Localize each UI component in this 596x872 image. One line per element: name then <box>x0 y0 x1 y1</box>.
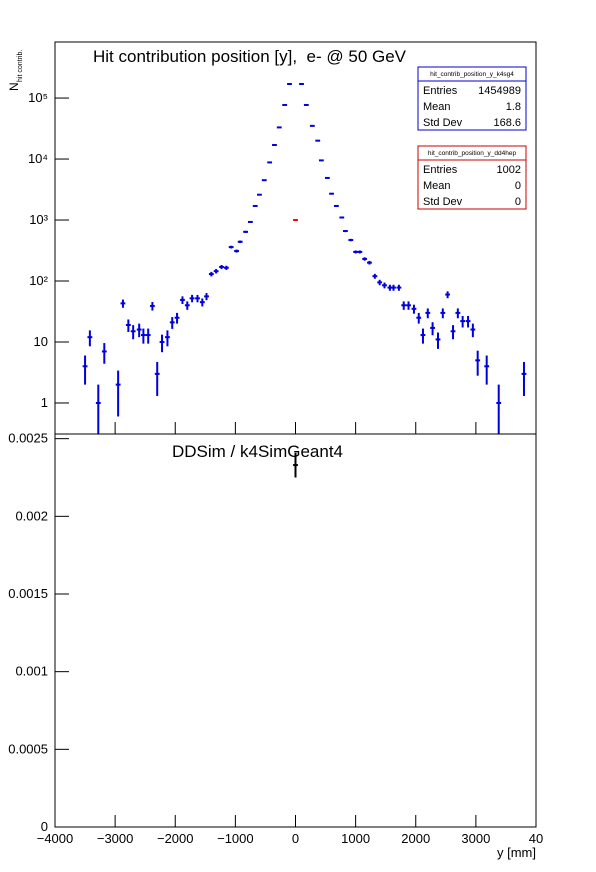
y-tick-label: 10 <box>34 334 48 349</box>
plot-area <box>82 82 527 434</box>
y-axis-label: N <box>7 82 21 91</box>
stats-label: Entries <box>423 85 458 97</box>
x-tick-label: 3000 <box>461 831 490 846</box>
stats-value: 1.8 <box>506 101 521 113</box>
plot-area <box>293 452 298 478</box>
y-tick-label: 0.002 <box>15 508 48 523</box>
stats-value: 1002 <box>497 164 521 176</box>
stats-label: Mean <box>423 101 451 113</box>
x-tick-label: −4000 <box>37 831 74 846</box>
y-tick-label: 10⁴ <box>28 151 48 166</box>
x-tick-label: −2000 <box>157 831 194 846</box>
x-tick-label: 1000 <box>341 831 370 846</box>
stats-value: 1454989 <box>478 85 521 97</box>
stats-label: Entries <box>423 164 458 176</box>
y-tick-label: 0 <box>41 819 48 834</box>
y-tick-label: 0.0015 <box>8 586 48 601</box>
annotation: DDSim / k4SimGeant4 <box>172 442 343 461</box>
y-tick-label: 0.001 <box>15 664 48 679</box>
stats-title: hit_contrib_position_y_k4sg4 <box>430 71 514 78</box>
stats-box <box>417 145 527 210</box>
y-tick-label: 1 <box>41 395 48 410</box>
y-tick-label: 0.0025 <box>8 431 48 446</box>
stats-value: 0 <box>515 196 521 208</box>
y-tick-label: 10² <box>29 273 48 288</box>
stats-value: 168.6 <box>493 117 521 129</box>
x-axis-label: y [mm] <box>497 845 536 860</box>
x-tick-label: 0 <box>292 831 299 846</box>
stats-box <box>417 66 527 131</box>
y-axis-label-sub: hit contrib. <box>17 50 24 82</box>
x-tick-label: −1000 <box>217 831 254 846</box>
x-tick-label: 2000 <box>401 831 430 846</box>
x-tick-label: 40 <box>529 831 543 846</box>
stats-value: 0 <box>515 180 521 192</box>
y-tick-label: 10⁵ <box>28 90 48 105</box>
stats-title: hit_contrib_position_y_dd4hep <box>428 150 517 157</box>
stats-label: Std Dev <box>423 117 463 129</box>
x-tick-label: −3000 <box>97 831 134 846</box>
y-tick-label: 0.0005 <box>8 741 48 756</box>
y-tick-label: 10³ <box>29 212 48 227</box>
stats-label: Mean <box>423 180 451 192</box>
chart-title: Hit contribution position [y], e- @ 50 G… <box>93 47 407 66</box>
stats-label: Std Dev <box>423 196 463 208</box>
